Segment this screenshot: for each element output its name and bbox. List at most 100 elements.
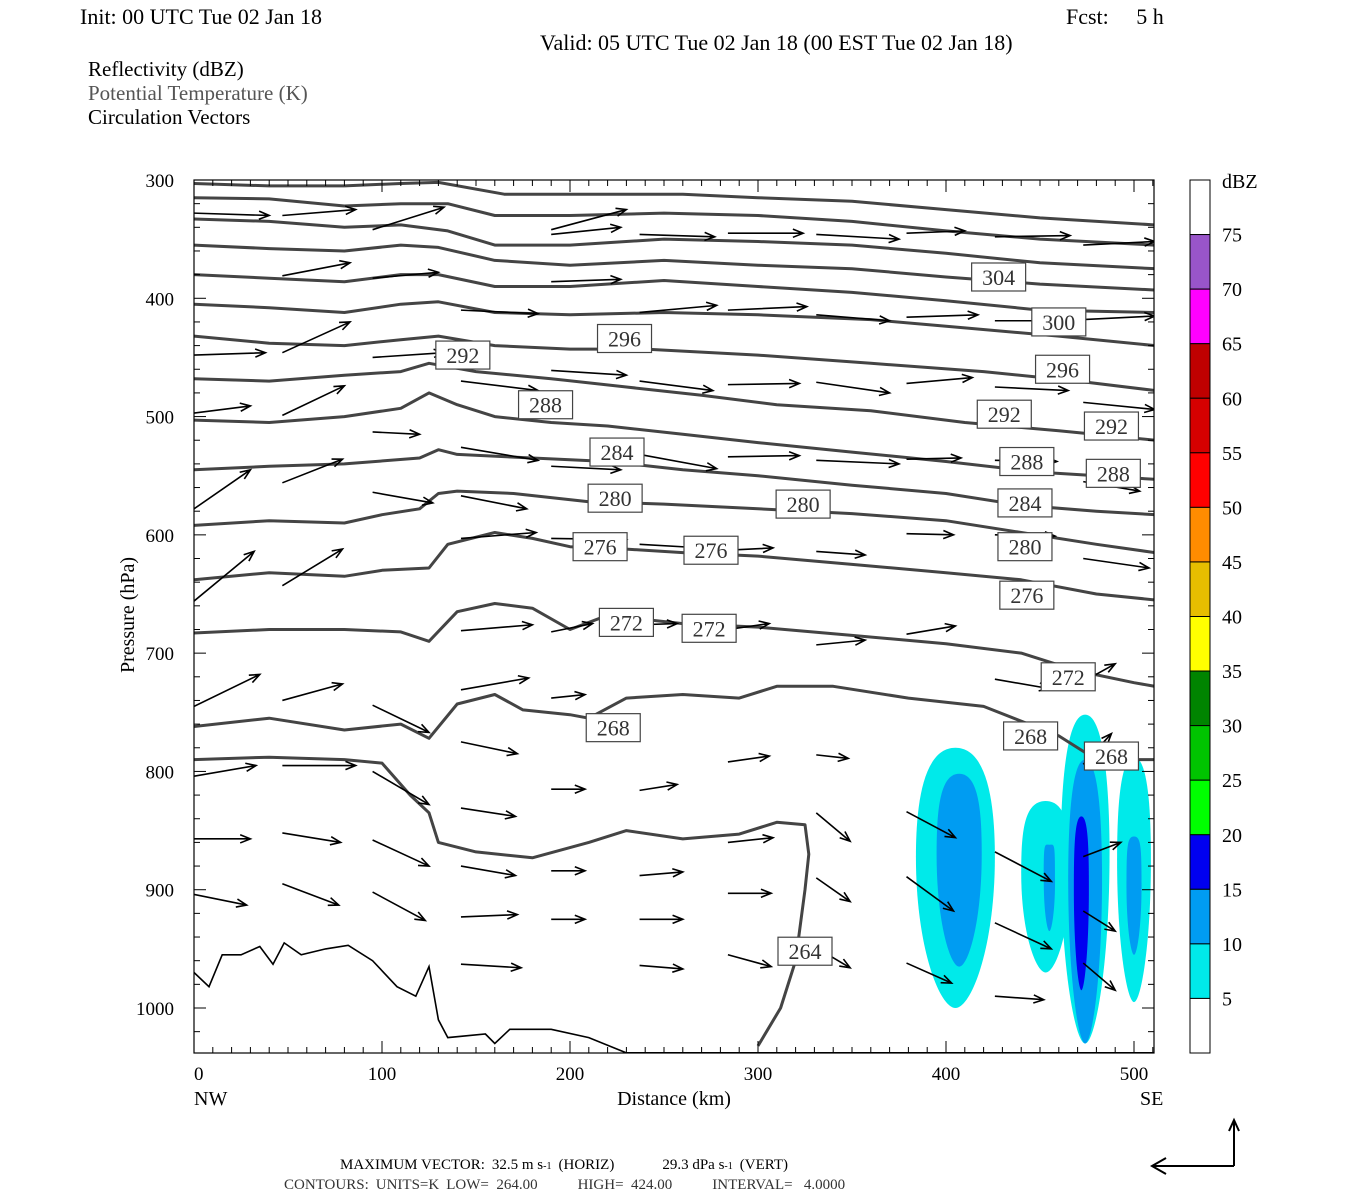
contour-label: 272 xyxy=(681,613,737,643)
circulation-vector xyxy=(372,428,422,439)
max-vector-vert-exp: -1 xyxy=(724,1161,733,1172)
colorbar-swatch xyxy=(1189,397,1211,454)
y-tick-label: 800 xyxy=(146,762,175,783)
contour-label: 276 xyxy=(572,532,628,562)
x-axis-label: Distance (km) xyxy=(617,1088,731,1110)
colorbar-label: 50 xyxy=(1222,497,1242,519)
circulation-vector xyxy=(282,205,358,217)
circulation-vector xyxy=(551,369,629,380)
x-tick-labels: 0 100 200 300 400 500 xyxy=(194,1064,1148,1085)
theta-contour-320 xyxy=(194,180,1154,227)
contour-label-text: 304 xyxy=(982,265,1015,290)
circulation-vector xyxy=(727,888,774,899)
circulation-vector xyxy=(994,994,1046,1004)
colorbar-swatch xyxy=(1189,288,1211,345)
colorbar: 75 70 65 60 55 50 45 40 35 30 25 20 15 10 5 xyxy=(1189,179,1242,1054)
circulation-vector xyxy=(639,380,716,395)
circulation-vector xyxy=(194,402,253,414)
circulation-vector xyxy=(906,529,956,540)
contour-label-text: 292 xyxy=(1095,414,1128,439)
contours-label: CONTOURS: xyxy=(284,1177,369,1193)
circulation-vector xyxy=(282,883,341,907)
x-left-end-label: NW xyxy=(194,1088,227,1110)
contour-label-text: 280 xyxy=(599,486,632,511)
contour-label-text: 300 xyxy=(1042,310,1075,335)
circulation-vector xyxy=(727,302,810,312)
colorbar-swatch xyxy=(1189,834,1211,890)
circulation-vector xyxy=(639,914,685,925)
circulation-vector xyxy=(372,839,431,867)
contour-label-box xyxy=(1031,307,1087,337)
reflectivity-shading xyxy=(915,714,1151,1044)
y-tick-label: 400 xyxy=(146,289,175,310)
contour-label-box xyxy=(589,437,645,467)
colorbar-label: 35 xyxy=(1222,661,1242,683)
max-vector-vert-line: 29.3 dPa s -1 (VERT) xyxy=(662,1157,788,1174)
legend-potential-temperature: Potential Temperature (K) xyxy=(88,81,308,105)
contour-label: 284 xyxy=(589,437,645,467)
contour-label: 272 xyxy=(598,607,655,637)
colorbar-label: 15 xyxy=(1222,879,1242,901)
circulation-vector xyxy=(639,781,680,792)
contour-label-text: 276 xyxy=(584,535,617,560)
theta-contour-276 xyxy=(194,531,1154,602)
circulation-vector xyxy=(372,268,441,279)
colorbar-swatch xyxy=(1189,997,1211,1054)
circulation-vector xyxy=(906,622,958,636)
circulation-vector xyxy=(551,274,623,285)
circulation-vector xyxy=(372,770,431,806)
contour-label: 268 xyxy=(1083,741,1140,771)
theta-contour-300 xyxy=(194,300,1154,348)
theta-contour-312 xyxy=(194,217,1154,271)
circulation-vector xyxy=(282,832,343,846)
contour-label-box xyxy=(585,713,641,743)
circulation-vector xyxy=(639,963,685,973)
max-vector-horiz-tag: (HORIZ) xyxy=(558,1157,615,1173)
y-tick-label: 900 xyxy=(146,881,175,902)
circulation-vector xyxy=(550,207,629,231)
contour-label-box xyxy=(681,613,737,643)
contour-label: 288 xyxy=(1085,458,1141,488)
contour-label: 272 xyxy=(1040,662,1096,692)
contour-label: 280 xyxy=(587,483,643,513)
contour-label-box xyxy=(997,488,1053,518)
contour-label-text: 296 xyxy=(608,327,641,352)
colorbar-label: 25 xyxy=(1222,770,1242,792)
circulation-vector xyxy=(994,922,1054,950)
contour-label-box xyxy=(435,340,491,370)
circulation-vector xyxy=(994,385,1071,395)
circulation-vector xyxy=(460,528,539,540)
circulation-vector xyxy=(460,674,531,691)
y-tick-label: 600 xyxy=(146,526,175,547)
circulation-vector xyxy=(816,233,902,244)
contour-label: 300 xyxy=(1031,307,1087,337)
max-vector-horiz-exp: -1 xyxy=(543,1161,552,1172)
circulation-vector xyxy=(906,810,958,839)
contour-label: 268 xyxy=(1002,721,1059,751)
contour-label: 284 xyxy=(997,488,1053,518)
contour-label: 292 xyxy=(976,399,1032,429)
circulation-vector xyxy=(1082,962,1117,992)
terrain-surface xyxy=(194,941,627,1053)
circulation-vector xyxy=(194,762,259,777)
x-tick-label: 300 xyxy=(744,1064,773,1085)
circulation-vector xyxy=(460,446,541,464)
circulation-vector xyxy=(639,231,717,242)
contour-label-text: 268 xyxy=(1095,744,1128,769)
reflectivity-cell-10dbz xyxy=(1043,844,1056,932)
colorbar-swatch xyxy=(1189,670,1211,727)
contour-label-box xyxy=(517,390,574,420)
circulation-vector xyxy=(727,752,772,763)
circulation-vector xyxy=(639,867,685,878)
contour-label-box xyxy=(976,399,1032,429)
circulation-vector xyxy=(282,760,358,771)
colorbar-label: 5 xyxy=(1222,988,1232,1010)
contour-label-box xyxy=(1002,721,1059,751)
circulation-vector xyxy=(194,210,272,220)
contour-label-box xyxy=(971,262,1027,292)
circulation-vector xyxy=(906,876,956,913)
circulation-vector xyxy=(815,812,852,843)
circulation-vector xyxy=(1082,910,1118,933)
circulation-vector xyxy=(460,620,535,632)
circulation-vector xyxy=(194,348,268,358)
